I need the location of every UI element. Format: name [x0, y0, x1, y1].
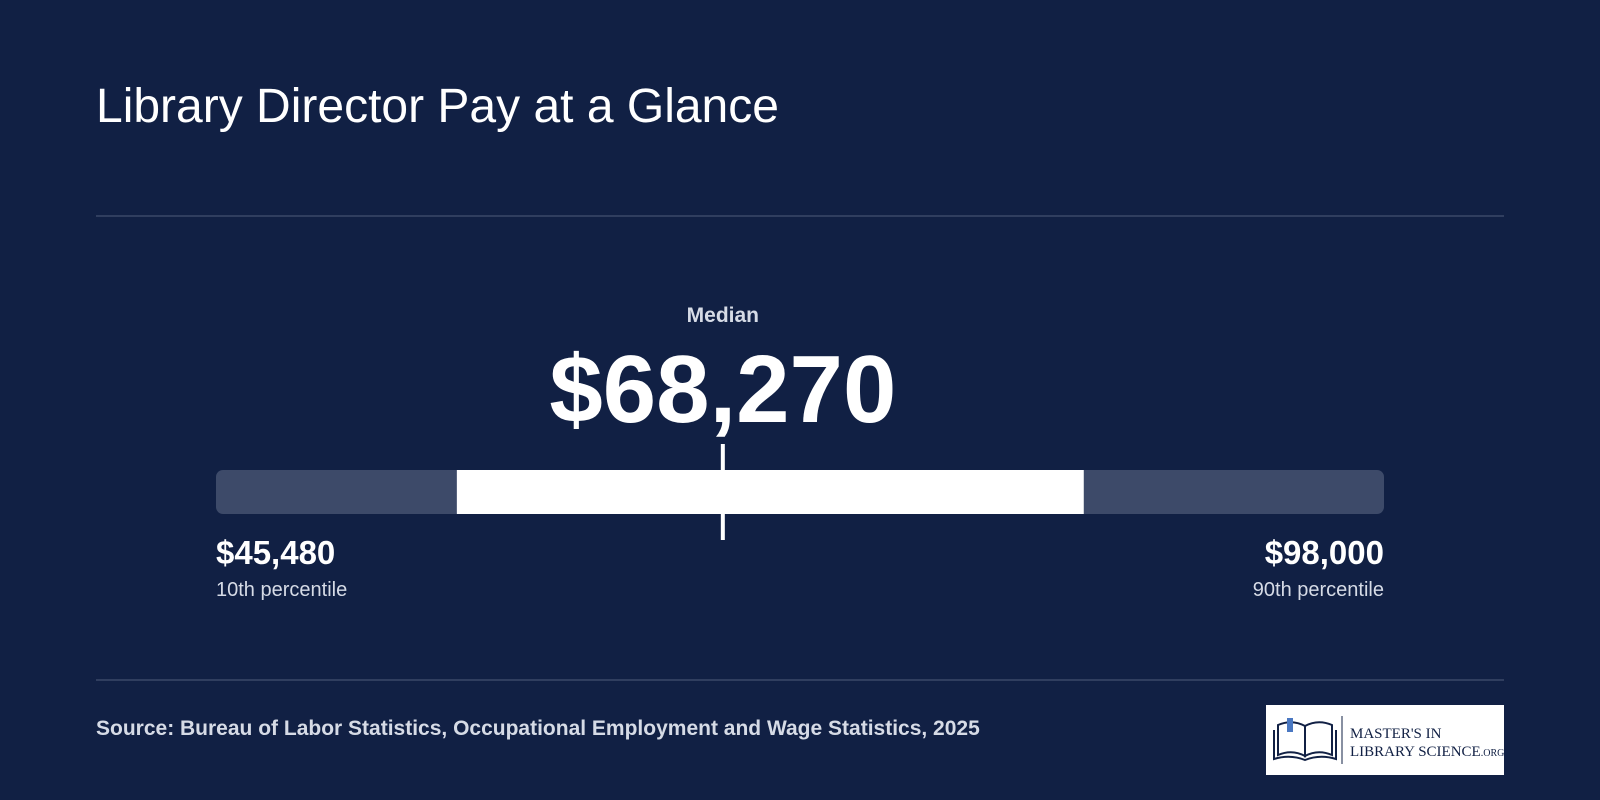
median-caption: Median [687, 304, 759, 327]
logo-text: LIBRARY SCIENCE.ORG [1350, 744, 1504, 760]
logo-text: MASTER'S IN [1350, 726, 1442, 742]
logo-suffix: .ORG [1481, 748, 1505, 759]
low-value: $45,480 [216, 534, 335, 571]
logo: MASTER'S IN LIBRARY SCIENCE.ORG [1266, 705, 1504, 775]
range-band [456, 470, 1084, 514]
low-caption: 10th percentile [216, 579, 347, 601]
logo-text: LIBRARY SCIENCE [1350, 744, 1481, 760]
source-note: Source: Bureau of Labor Statistics, Occu… [96, 717, 980, 740]
high-caption: 90th percentile [1253, 579, 1384, 601]
high-value: $98,000 [1265, 534, 1384, 571]
median-value: $68,270 [549, 336, 896, 443]
logo-bookmark [1287, 718, 1293, 732]
chart-title: Library Director Pay at a Glance [96, 80, 779, 133]
